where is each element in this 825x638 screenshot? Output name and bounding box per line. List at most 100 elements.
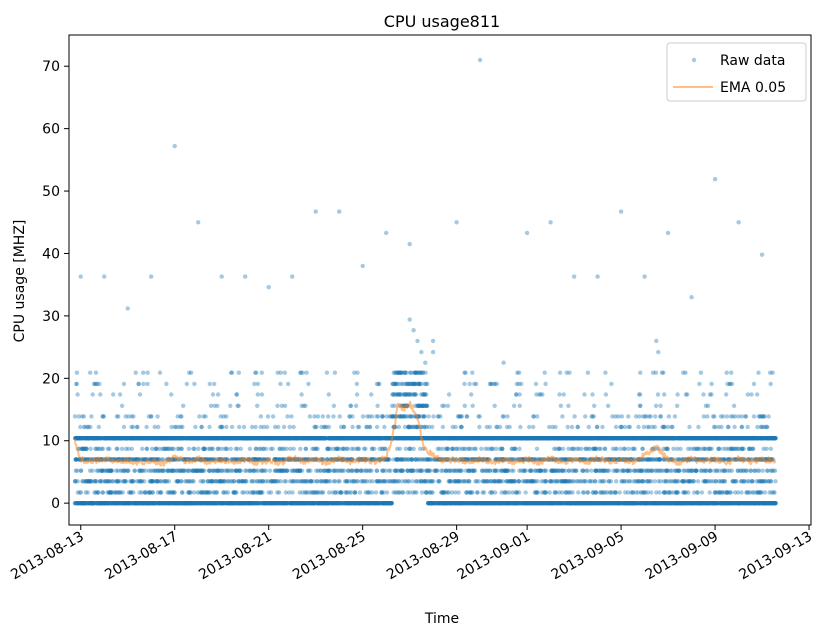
raw-data-point	[184, 381, 189, 387]
raw-data-point	[95, 436, 101, 441]
raw-data-point	[88, 479, 93, 484]
raw-data-point	[224, 446, 229, 451]
raw-data-point	[91, 501, 97, 506]
raw-data-point	[236, 370, 241, 375]
raw-data-point	[81, 424, 87, 430]
raw-data-point	[186, 446, 192, 451]
raw-data-point	[285, 414, 290, 419]
raw-data-point	[427, 468, 433, 473]
raw-data-point	[291, 446, 296, 451]
raw-data-point	[431, 414, 436, 419]
raw-data-point	[74, 381, 79, 387]
raw-data-point	[77, 436, 83, 441]
raw-data-point	[374, 424, 380, 430]
raw-data-point	[83, 501, 88, 506]
raw-data-point	[92, 381, 97, 387]
raw-data-point	[474, 381, 479, 387]
raw-data-point	[215, 403, 220, 408]
raw-data-point	[299, 392, 304, 397]
raw-data-point	[88, 436, 93, 441]
raw-data-point	[92, 490, 97, 495]
raw-data-point	[73, 479, 78, 484]
raw-data-point	[74, 436, 80, 441]
raw-data-point	[75, 436, 80, 441]
raw-data-point	[76, 501, 81, 506]
raw-data-point	[84, 501, 89, 506]
raw-data-point	[156, 424, 161, 430]
raw-data-point	[373, 490, 379, 495]
raw-data-point	[98, 392, 103, 397]
raw-data-point	[315, 446, 320, 451]
raw-data-point	[207, 424, 212, 430]
raw-data-point	[78, 501, 83, 506]
raw-data-point	[191, 479, 196, 484]
raw-data-point	[212, 381, 217, 387]
raw-data-point	[72, 414, 78, 419]
raw-data-point	[75, 436, 80, 441]
raw-data-point	[326, 414, 331, 419]
raw-data-point	[278, 381, 283, 387]
raw-data-point	[119, 446, 125, 451]
raw-data-point	[92, 436, 98, 441]
raw-data-point	[89, 436, 95, 441]
raw-data-point	[84, 436, 89, 441]
raw-data-point	[224, 424, 229, 430]
raw-data-point	[89, 501, 94, 506]
raw-data-point	[81, 446, 86, 451]
raw-data-point	[377, 381, 382, 387]
raw-data-point	[387, 457, 392, 462]
raw-data-point	[90, 436, 96, 441]
raw-data-point	[258, 414, 264, 419]
raw-data-point	[78, 468, 84, 473]
raw-data-point	[287, 424, 292, 430]
raw-data-point	[93, 490, 98, 495]
raw-data-point	[75, 392, 80, 397]
raw-data-point	[76, 436, 82, 441]
raw-data-point	[77, 436, 82, 441]
raw-data-point	[73, 457, 79, 462]
raw-data-point	[397, 446, 403, 451]
raw-data-point	[265, 414, 271, 419]
raw-data-point	[479, 446, 484, 451]
raw-data-point	[171, 446, 176, 451]
raw-data-point	[100, 490, 106, 495]
raw-data-point	[141, 381, 146, 387]
raw-data-point	[92, 479, 97, 484]
raw-data-point	[73, 457, 78, 462]
raw-data-point	[84, 436, 90, 441]
raw-data-point	[85, 501, 91, 506]
raw-data-point	[234, 392, 239, 397]
raw-data-point	[88, 446, 93, 451]
raw-data-point	[303, 403, 308, 408]
raw-data-point	[92, 436, 97, 441]
raw-data-point	[93, 370, 99, 375]
raw-data-point	[420, 468, 425, 473]
raw-data-point	[376, 414, 381, 419]
raw-data-point	[237, 424, 242, 430]
raw-data-point	[77, 436, 83, 441]
raw-data-point	[375, 403, 380, 408]
raw-data-point	[307, 414, 313, 419]
raw-data-point	[214, 490, 220, 495]
raw-data-point	[473, 446, 478, 451]
raw-data-point	[264, 446, 269, 451]
raw-data-point	[188, 370, 194, 375]
raw-data-point	[94, 436, 99, 441]
raw-data-point	[86, 501, 91, 506]
raw-data-point	[80, 501, 85, 506]
raw-data-point	[95, 501, 100, 506]
raw-data-point	[78, 436, 83, 441]
raw-data-point	[324, 370, 330, 375]
raw-data-point	[276, 424, 281, 430]
raw-data-point	[374, 468, 380, 473]
y-axis-label: CPU usage [MHZ]	[12, 220, 28, 343]
raw-data-point	[145, 370, 150, 375]
raw-data-point	[81, 436, 87, 441]
raw-data-point	[424, 403, 430, 408]
raw-data-point	[81, 446, 86, 451]
raw-data-point	[456, 490, 461, 495]
raw-data-point	[367, 424, 373, 430]
raw-data-point	[459, 468, 464, 473]
raw-data-point	[74, 457, 79, 462]
raw-data-point	[300, 370, 305, 375]
